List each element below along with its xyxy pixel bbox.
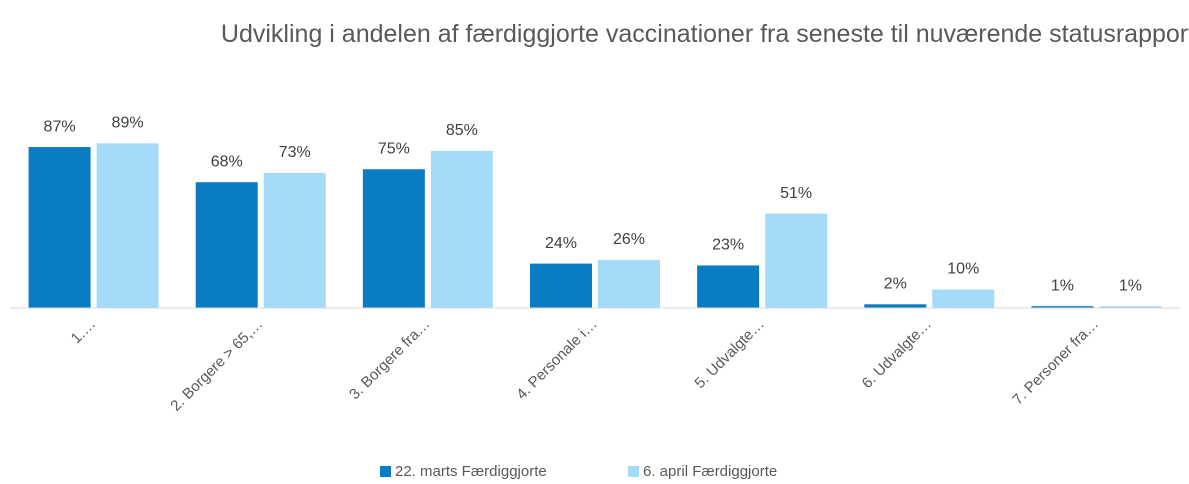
bar <box>530 263 592 308</box>
data-label: 75% <box>378 140 410 157</box>
data-label: 23% <box>712 237 744 254</box>
bar <box>932 289 995 308</box>
legend-swatch <box>628 466 639 477</box>
data-label: 1% <box>1051 277 1074 294</box>
bar <box>765 213 828 308</box>
data-label: 85% <box>446 122 478 139</box>
x-tick-label: 5. Udvalgte… <box>691 316 767 392</box>
data-label: 73% <box>279 144 311 161</box>
bar <box>96 143 159 308</box>
data-label: 1% <box>1119 277 1142 294</box>
data-label: 51% <box>780 185 812 202</box>
legend-label: 6. april Færdiggjorte <box>643 463 777 480</box>
legend-label: 22. marts Færdiggjorte <box>395 463 547 480</box>
x-tick-label: 4. Personale i… <box>513 316 600 403</box>
x-tick-label: 2. Borgere > 65,… <box>167 316 266 415</box>
x-tick-label: 3. Borgere fra… <box>346 316 433 403</box>
data-label: 10% <box>947 261 979 278</box>
bar <box>195 182 258 308</box>
x-tick-label: 1.… <box>68 316 99 347</box>
bar <box>864 304 927 308</box>
bar <box>697 265 760 308</box>
bar <box>1099 306 1162 308</box>
x-tick-label: 7. Personer fra… <box>1009 316 1102 409</box>
bar <box>28 147 91 308</box>
bar <box>1031 306 1094 308</box>
data-label: 68% <box>211 153 243 170</box>
x-tick-label: 6. Udvalgte… <box>859 316 935 392</box>
data-label: 89% <box>112 115 144 132</box>
chart-title: Udvikling i andelen af færdiggjorte vacc… <box>220 20 1189 48</box>
data-label: 2% <box>884 276 907 293</box>
bar <box>362 169 425 308</box>
data-label: 87% <box>44 118 76 135</box>
bar <box>263 172 326 308</box>
bar <box>598 259 660 308</box>
data-label: 24% <box>545 235 577 252</box>
legend-swatch <box>380 466 391 477</box>
data-label: 26% <box>613 231 645 248</box>
bar <box>430 150 493 308</box>
